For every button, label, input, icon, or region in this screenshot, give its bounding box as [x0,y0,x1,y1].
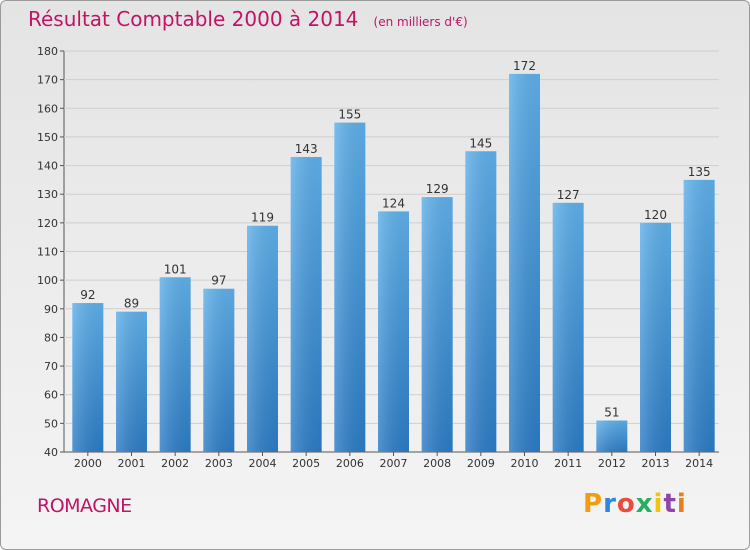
bar-shade [640,222,671,452]
x-tick-label: 2012 [598,457,626,470]
bar-shade [465,151,497,452]
y-tick-label: 140 [37,160,58,173]
y-tick-label: 40 [44,446,58,459]
bar-shade [552,202,584,452]
logo-letter: o [616,489,636,519]
y-tick-label: 160 [37,102,58,115]
y-tick-label: 100 [37,274,58,287]
bar-shade [203,288,235,452]
y-tick-label: 120 [37,217,58,230]
bar-value-label: 89 [124,297,139,311]
logo-letter: i [653,489,664,519]
bar-value-label: 124 [382,196,405,210]
y-tick-label: 150 [37,131,58,144]
y-tick-label: 50 [44,417,58,430]
bar-shade [509,73,540,453]
logo-letter: P [583,489,604,519]
x-tick-label: 2002 [161,457,189,470]
logo-letter: t [663,489,677,519]
chart-title-unit: (en milliers d'€) [373,15,468,29]
bar-value-label: 92 [80,288,95,302]
bar-value-label: 135 [688,165,711,179]
y-tick-label: 80 [44,331,58,344]
y-tick-label: 60 [44,389,58,402]
commune-name: ROMAGNE [37,495,132,517]
bar-value-label: 119 [251,211,274,225]
x-tick-label: 2014 [685,457,713,470]
bar-value-label: 143 [295,142,318,156]
bar-value-label: 127 [557,188,580,202]
bar-value-label: 120 [644,208,667,222]
x-tick-label: 2009 [467,457,495,470]
y-tick-label: 180 [37,45,58,58]
bar-value-label: 155 [338,108,361,122]
x-tick-label: 2000 [74,457,102,470]
bar-value-label: 172 [513,59,536,73]
logo-letter: x [635,489,654,519]
bar-value-label: 145 [469,136,492,150]
logo-letter: i [676,489,687,519]
y-tick-label: 130 [37,188,58,201]
bar-shade [683,179,715,452]
x-tick-label: 2005 [292,457,320,470]
x-tick-label: 2010 [511,457,539,470]
bar-shade [596,420,628,452]
bar-shade [72,303,104,452]
y-tick-label: 90 [44,303,58,316]
bar-shade [290,156,322,452]
x-tick-label: 2013 [642,457,670,470]
bar-chart: 40 50 60 70 80 90 100 110 120 130 140 150 160 170 180 9… [37,45,719,470]
bar-shade [334,122,366,452]
chart-title: Résultat Comptable 2000 à 2014 (en milli… [28,7,468,31]
bar-shade [247,225,278,452]
x-tick-label: 2001 [118,457,146,470]
bar-value-label: 97 [211,274,226,288]
x-tick-label: 2003 [205,457,233,470]
y-tick-label: 70 [44,360,58,373]
bar-shade [116,311,147,452]
y-tick-label: 170 [37,74,58,87]
bar-value-label: 129 [426,182,449,196]
x-tick-label: 2011 [554,457,582,470]
x-tick-label: 2008 [423,457,451,470]
bar-shade [159,277,191,452]
chart-title-main: Résultat Comptable 2000 à 2014 [28,7,359,31]
x-tick-label: 2007 [380,457,408,470]
y-tick-label: 110 [37,246,58,259]
bar-value-label: 51 [604,405,619,419]
logo-letter: r [603,489,617,519]
bar-value-label: 101 [164,262,187,276]
bar-shade [378,211,409,452]
proxiti-logo[interactable]: Proxiti [583,489,687,519]
bar-shade [421,197,453,452]
x-tick-label: 2004 [249,457,277,470]
x-tick-label: 2006 [336,457,364,470]
